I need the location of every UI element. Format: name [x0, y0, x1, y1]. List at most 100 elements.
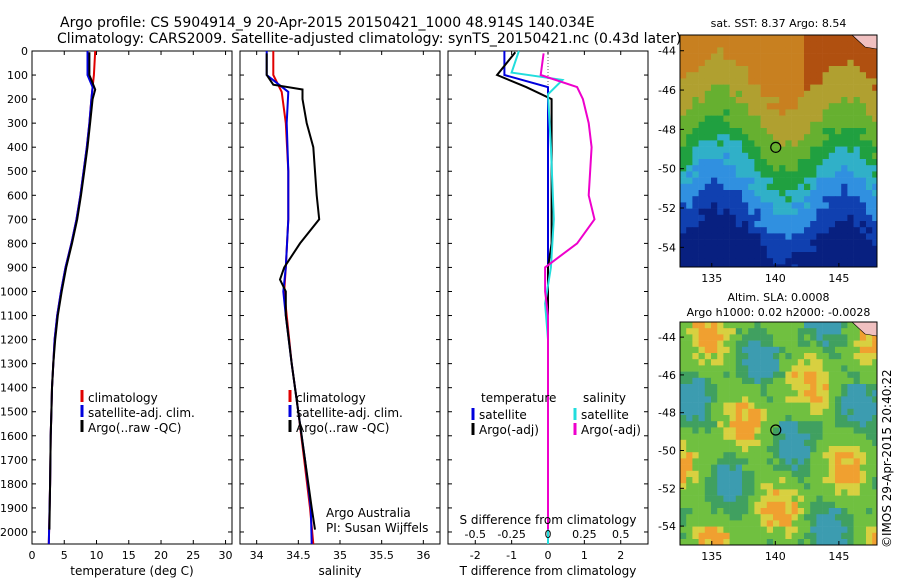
- map-cell: [717, 377, 724, 385]
- map-cell: [704, 458, 712, 465]
- map-cell: [785, 214, 792, 222]
- map-cell: [723, 196, 730, 203]
- map-cell: [816, 78, 823, 85]
- map-cell: [872, 183, 878, 191]
- map-cell: [859, 520, 867, 527]
- map-cell: [841, 159, 848, 166]
- map-cell: [686, 208, 693, 216]
- map-cell: [872, 439, 878, 447]
- map-cell: [773, 72, 780, 79]
- map-cell: [704, 245, 712, 253]
- map-cell: [704, 109, 712, 116]
- map-cell: [791, 121, 799, 129]
- map-cell: [835, 359, 842, 366]
- map-cell: [760, 140, 768, 147]
- map-cell: [680, 227, 687, 234]
- map-cell: [692, 377, 699, 385]
- map-cell: [680, 520, 687, 527]
- map-cell: [822, 433, 830, 441]
- map-cell: [760, 427, 768, 434]
- map-cell: [748, 171, 755, 178]
- map-cell: [797, 439, 805, 447]
- map-cell: [785, 134, 792, 141]
- map-cell: [816, 41, 823, 48]
- map-cell: [859, 508, 867, 515]
- map-cell: [810, 520, 817, 527]
- x-tick-label: 36: [416, 549, 430, 562]
- map-cell: [816, 415, 823, 422]
- map-cell: [692, 396, 699, 403]
- map-cell: [717, 190, 724, 197]
- map-cell: [810, 140, 817, 147]
- map-cell: [766, 115, 774, 123]
- map-cell: [729, 146, 737, 154]
- map-cell: [729, 483, 737, 490]
- map-cell: [779, 35, 786, 42]
- map-cell: [804, 353, 811, 360]
- map-cell: [735, 84, 743, 92]
- map-cell: [766, 183, 774, 191]
- map-cell: [779, 196, 786, 203]
- map-cell: [822, 214, 830, 222]
- map-cell: [686, 84, 693, 92]
- map-cell: [804, 421, 811, 428]
- map-cell: [853, 97, 861, 104]
- depth-tick-label: 1100: [0, 310, 28, 323]
- map-cell: [698, 239, 706, 247]
- map-cell: [742, 165, 749, 172]
- map-cell: [828, 396, 836, 403]
- map-cell: [704, 221, 712, 228]
- map-cell: [797, 208, 805, 216]
- map-cell: [723, 121, 730, 129]
- map-cell: [692, 446, 699, 453]
- map-cell: [680, 328, 687, 335]
- map-cell: [754, 501, 761, 509]
- map-cell: [828, 214, 836, 222]
- map-cell: [859, 239, 867, 247]
- map-cell: [866, 340, 873, 348]
- map-cell: [810, 214, 817, 222]
- map-cell: [828, 227, 836, 234]
- map-cell: [760, 165, 768, 172]
- map-cell: [804, 245, 811, 253]
- map-cell: [766, 59, 774, 67]
- map-cell: [828, 495, 836, 503]
- map-cell: [841, 140, 848, 147]
- map-cell: [810, 483, 817, 490]
- map-cell: [847, 495, 854, 503]
- map-cell: [711, 464, 718, 472]
- map-cell: [797, 470, 805, 478]
- map-cell: [828, 390, 836, 397]
- map-cell: [785, 539, 792, 546]
- map-cell: [704, 171, 712, 178]
- map-cell: [816, 495, 823, 503]
- map-cell: [791, 196, 799, 203]
- map-cell: [760, 359, 768, 366]
- map-cell: [804, 214, 811, 222]
- map-cell: [816, 47, 823, 54]
- map-cell: [859, 353, 867, 360]
- map-cell: [698, 109, 706, 116]
- map-cell: [816, 171, 823, 178]
- map-cell: [785, 264, 792, 268]
- map-cell: [680, 489, 687, 496]
- map-cell: [698, 78, 706, 85]
- map-cell: [717, 390, 724, 397]
- map-cell: [859, 489, 867, 496]
- map-cell: [686, 72, 693, 79]
- lon-tick-label: 140: [765, 272, 786, 285]
- map-cell: [711, 53, 718, 61]
- legend-entry: satellite: [581, 408, 629, 422]
- map-cell: [754, 221, 761, 228]
- map-cell: [711, 177, 718, 185]
- map-cell: [717, 97, 724, 104]
- map-cell: [866, 359, 873, 366]
- map-cell: [773, 532, 780, 540]
- map-cell: [680, 532, 687, 540]
- map-cell: [723, 66, 730, 73]
- map-cell: [797, 477, 805, 484]
- map-cell: [797, 322, 805, 329]
- map-cell: [847, 146, 854, 154]
- map-cell: [754, 427, 761, 434]
- map-cell: [847, 464, 854, 472]
